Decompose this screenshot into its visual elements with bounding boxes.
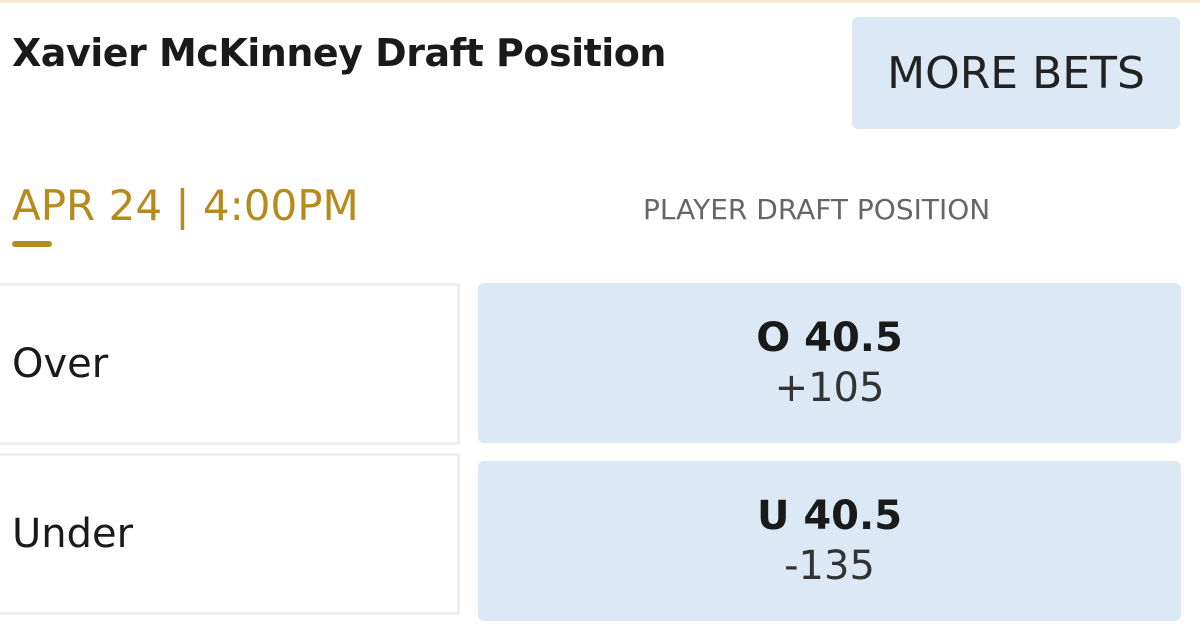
line: O 40.5 bbox=[756, 315, 903, 361]
market-label: PLAYER DRAFT POSITION bbox=[643, 193, 991, 226]
event-date: APR 24 | 4:00PM bbox=[12, 181, 359, 230]
tab-underline bbox=[12, 241, 52, 247]
odds: -135 bbox=[784, 543, 875, 589]
odds: +105 bbox=[774, 365, 885, 411]
line: U 40.5 bbox=[756, 493, 903, 539]
odds-button[interactable]: O 40.5 +105 bbox=[478, 283, 1181, 443]
more-bets-button[interactable]: MORE BETS bbox=[852, 17, 1180, 129]
odds-button[interactable]: U 40.5 -135 bbox=[478, 461, 1181, 621]
row-label: Over bbox=[0, 283, 460, 445]
row-label: Under bbox=[0, 453, 460, 615]
title: Xavier McKinney Draft Position bbox=[12, 31, 666, 75]
